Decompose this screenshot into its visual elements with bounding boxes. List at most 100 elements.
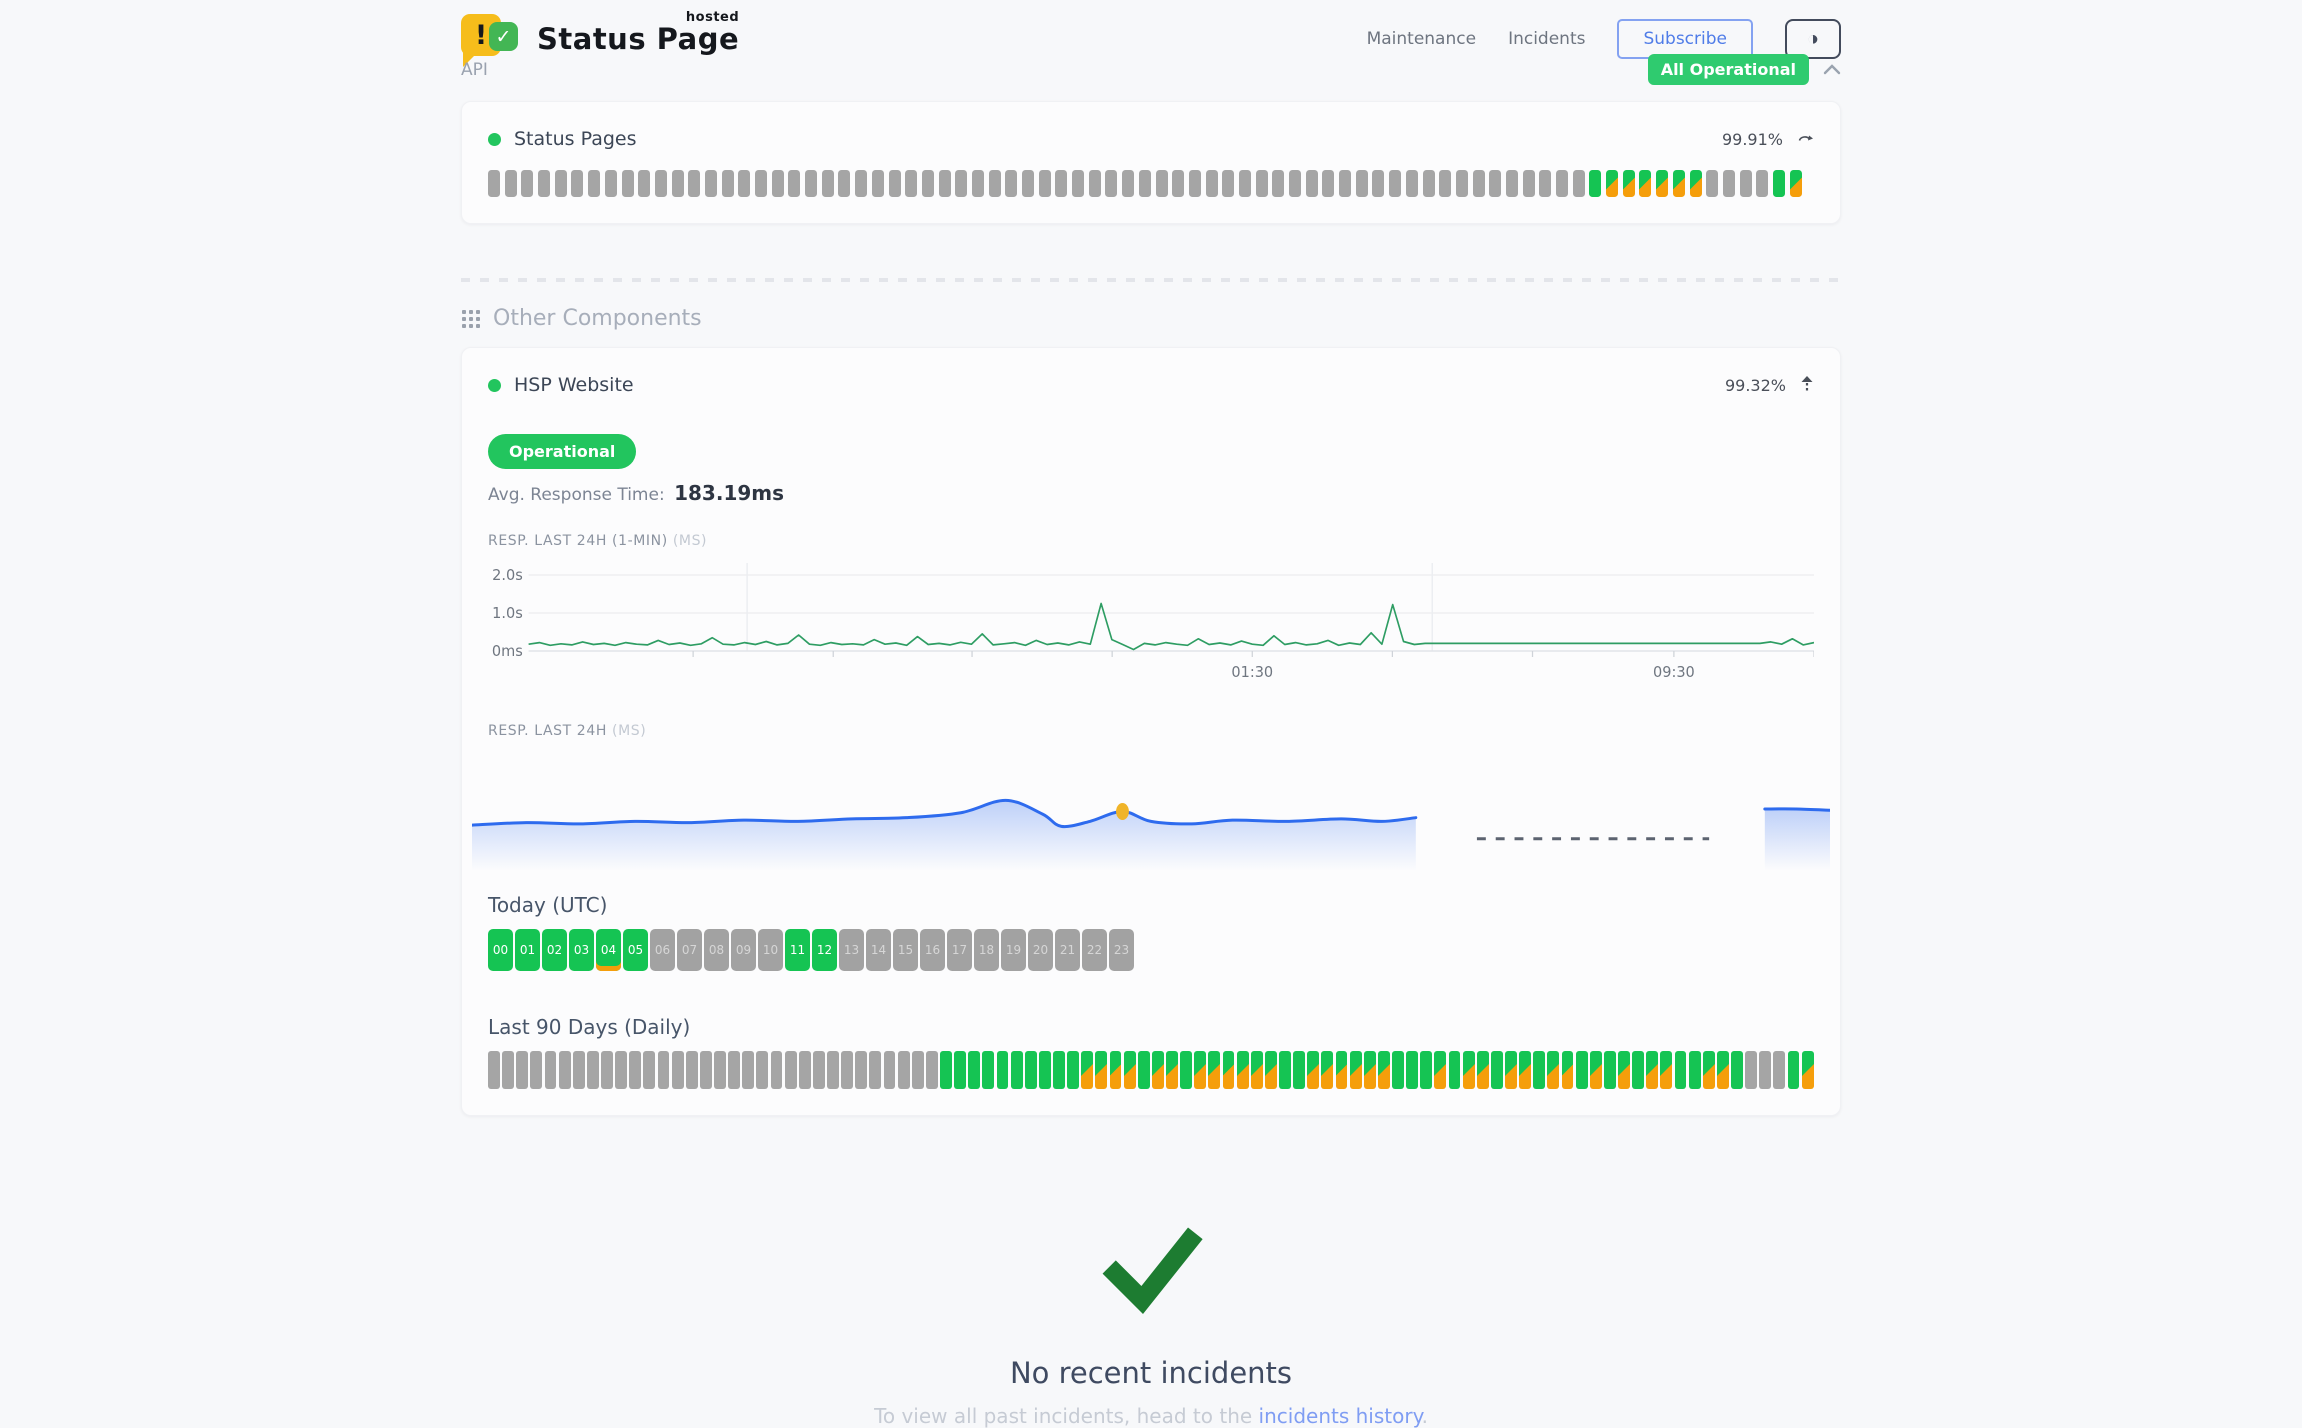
daily-uptime-bar[interactable] [1166, 1051, 1178, 1089]
uptime-bar[interactable] [971, 170, 984, 197]
uptime-bar[interactable] [554, 170, 567, 197]
uptime-bar[interactable] [1739, 170, 1752, 197]
uptime-bar[interactable] [1539, 170, 1552, 197]
daily-uptime-bar[interactable] [558, 1051, 571, 1089]
daily-uptime-bar[interactable] [1222, 1051, 1235, 1089]
hour-block-00[interactable]: 00 [488, 929, 513, 971]
uptime-bar[interactable] [805, 170, 818, 197]
daily-uptime-bar[interactable] [1067, 1051, 1080, 1089]
uptime-bar[interactable] [1022, 170, 1034, 197]
hour-block-22[interactable]: 22 [1082, 929, 1107, 971]
daily-uptime-bar[interactable] [925, 1051, 938, 1089]
daily-uptime-bar[interactable] [685, 1051, 698, 1089]
response-line-chart[interactable]: 2.0s 1.0s 0ms 01:30 09:30 [488, 555, 1814, 683]
daily-uptime-bar[interactable] [742, 1051, 755, 1089]
hour-block-16[interactable]: 16 [920, 929, 945, 971]
daily-uptime-bar[interactable] [1476, 1051, 1489, 1089]
daily-uptime-bar[interactable] [1236, 1051, 1249, 1089]
uptime-bar[interactable] [1556, 170, 1568, 197]
uptime-bar[interactable] [1055, 170, 1068, 197]
uptime-bar[interactable] [988, 170, 1001, 197]
daily-uptime-bar[interactable] [954, 1051, 967, 1089]
uptime-bar[interactable] [921, 170, 934, 197]
daily-uptime-bar[interactable] [798, 1051, 811, 1089]
uptime-bar[interactable] [1172, 170, 1185, 197]
uptime-bar[interactable] [1706, 170, 1719, 197]
hsp-website-row[interactable]: HSP Website 99.32% [488, 374, 1814, 396]
daily-uptime-bar[interactable] [1646, 1051, 1659, 1089]
uptime-bar[interactable] [1772, 170, 1785, 197]
daily-uptime-bar[interactable] [883, 1051, 896, 1089]
uptime-bar[interactable] [1038, 170, 1051, 197]
uptime-bar[interactable] [1672, 170, 1685, 197]
daily-uptime-bar[interactable] [1702, 1051, 1715, 1089]
hour-block-11[interactable]: 11 [785, 929, 810, 971]
hour-block-01[interactable]: 01 [515, 929, 540, 971]
uptime-bar[interactable] [1222, 170, 1235, 197]
daily-uptime-bar[interactable] [488, 1051, 500, 1089]
hour-block-06[interactable]: 06 [650, 929, 675, 971]
daily-uptime-bar[interactable] [530, 1051, 543, 1089]
uptime-bar[interactable] [1589, 170, 1602, 197]
daily-uptime-bar[interactable] [1533, 1051, 1546, 1089]
daily-uptime-bar[interactable] [1688, 1051, 1701, 1089]
hour-block-19[interactable]: 19 [1001, 929, 1026, 971]
uptime-bar[interactable] [788, 170, 801, 197]
nav-incidents[interactable]: Incidents [1508, 29, 1586, 49]
hour-block-17[interactable]: 17 [947, 929, 972, 971]
uptime-bar[interactable] [771, 170, 784, 197]
uptime-bar[interactable] [1389, 170, 1402, 197]
hour-block-07[interactable]: 07 [677, 929, 702, 971]
hour-block-08[interactable]: 08 [704, 929, 729, 971]
daily-uptime-bar[interactable] [586, 1051, 599, 1089]
daily-uptime-bar[interactable] [1151, 1051, 1164, 1089]
daily-uptime-bar[interactable] [827, 1051, 839, 1089]
daily-uptime-bar[interactable] [812, 1051, 825, 1089]
uptime-bar[interactable] [1005, 170, 1018, 197]
hour-block-03[interactable]: 03 [569, 929, 594, 971]
uptime-bar[interactable] [1639, 170, 1652, 197]
uptime-bar[interactable] [1572, 170, 1585, 197]
uptime-bar[interactable] [1155, 170, 1168, 197]
daily-uptime-bar[interactable] [1137, 1051, 1150, 1089]
uptime-bar[interactable] [604, 170, 617, 197]
subscribe-button[interactable]: Subscribe [1617, 19, 1753, 59]
uptime-bar[interactable] [1405, 170, 1418, 197]
uptime-bar[interactable] [1272, 170, 1285, 197]
uptime-bar[interactable] [638, 170, 651, 197]
uptime-bar[interactable] [1322, 170, 1335, 197]
uptime-bar[interactable] [1722, 170, 1735, 197]
uptime-bar[interactable] [888, 170, 901, 197]
daily-uptime-bar[interactable] [1420, 1051, 1433, 1089]
daily-uptime-bar[interactable] [1561, 1051, 1574, 1089]
daily-uptime-bar[interactable] [1377, 1051, 1390, 1089]
daily-uptime-bar[interactable] [1392, 1051, 1404, 1089]
uptime-bar[interactable] [1255, 170, 1268, 197]
daily-uptime-bar[interactable] [968, 1051, 981, 1089]
uptime-bar[interactable] [1122, 170, 1135, 197]
uptime-bar[interactable] [838, 170, 851, 197]
hour-block-18[interactable]: 18 [974, 929, 999, 971]
daily-uptime-bar[interactable] [728, 1051, 741, 1089]
daily-uptime-bar[interactable] [869, 1051, 882, 1089]
daily-uptime-bar[interactable] [1575, 1051, 1588, 1089]
hour-block-13[interactable]: 13 [839, 929, 864, 971]
daily-uptime-bar[interactable] [1349, 1051, 1362, 1089]
hour-block-23[interactable]: 23 [1109, 929, 1134, 971]
uptime-bar[interactable] [1355, 170, 1368, 197]
uptime-bar[interactable] [1339, 170, 1352, 197]
daily-uptime-bar[interactable] [572, 1051, 585, 1089]
uptime-bar[interactable] [1689, 170, 1702, 197]
daily-uptime-bar[interactable] [1462, 1051, 1475, 1089]
daily-uptime-bar[interactable] [1194, 1051, 1207, 1089]
uptime-bar[interactable] [1522, 170, 1535, 197]
chevron-up-icon[interactable] [1823, 63, 1841, 76]
daily-uptime-bar[interactable] [1109, 1051, 1122, 1089]
uptime-bar[interactable] [1489, 170, 1502, 197]
daily-uptime-bar[interactable] [841, 1051, 854, 1089]
uptime-bar[interactable] [1072, 170, 1085, 197]
nav-maintenance[interactable]: Maintenance [1366, 29, 1477, 49]
daily-uptime-bar[interactable] [643, 1051, 656, 1089]
daily-uptime-bar[interactable] [714, 1051, 726, 1089]
daily-uptime-bar[interactable] [1024, 1051, 1037, 1089]
